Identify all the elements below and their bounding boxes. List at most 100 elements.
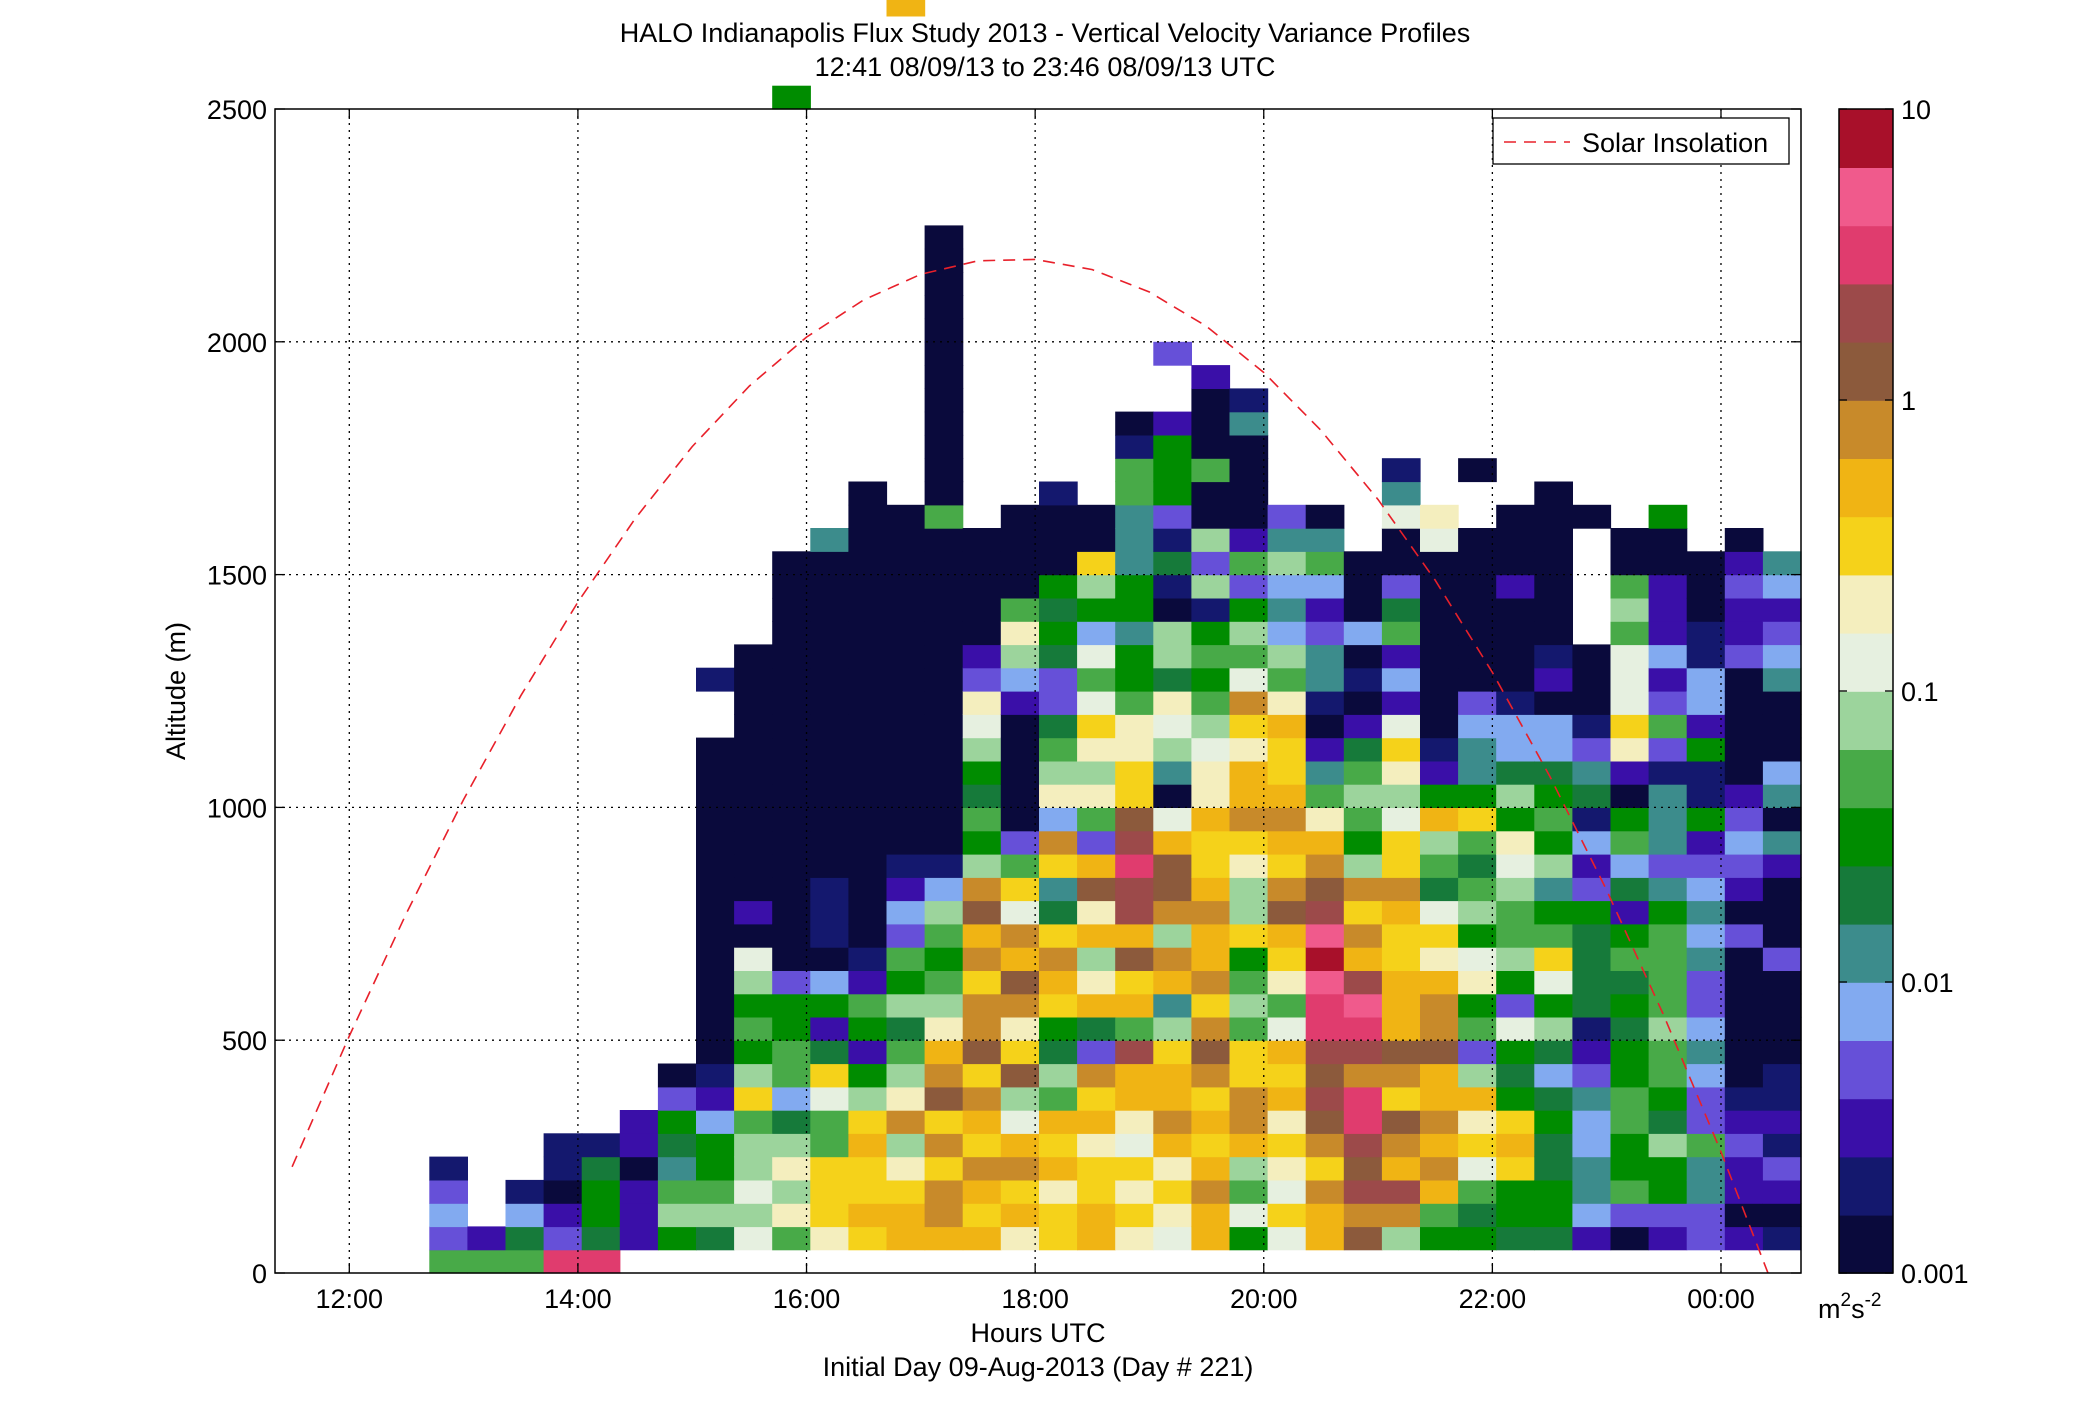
heatmap-cell (1077, 1226, 1116, 1251)
heatmap-cell (924, 621, 964, 646)
heatmap-cell (1381, 1203, 1421, 1228)
heatmap-cell (1077, 1179, 1116, 1204)
y-tick-label: 1000 (207, 793, 267, 823)
heatmap-cell (1381, 1179, 1421, 1204)
y-tick-label: 2500 (207, 95, 267, 125)
heatmap-cell (1153, 1203, 1192, 1228)
heatmap-cell (1191, 737, 1231, 762)
heatmap-cell (1039, 1226, 1078, 1251)
heatmap-cell (1724, 830, 1764, 855)
heatmap-cell (1686, 644, 1726, 669)
heatmap-cell (1458, 784, 1497, 808)
heatmap-cell (1229, 667, 1269, 692)
heatmap-cell (1115, 551, 1154, 576)
colorbar-band (1839, 283, 1893, 343)
heatmap-cell (1267, 621, 1307, 646)
heatmap-cell (429, 1226, 468, 1251)
heatmap-cell (772, 947, 811, 971)
heatmap-cell (1686, 993, 1726, 1018)
heatmap-cell (772, 1179, 811, 1204)
heatmap-cell (1724, 528, 1764, 552)
heatmap-cell (810, 1226, 849, 1251)
heatmap-cell (1610, 691, 1650, 715)
grid-lines (275, 109, 1801, 1273)
heatmap-cell (810, 1110, 849, 1134)
heatmap-cell (1381, 947, 1421, 971)
heatmap-cell (1648, 528, 1688, 552)
heatmap-cell (1115, 830, 1154, 855)
heatmap-cell (1153, 1156, 1192, 1181)
heatmap-cell (1039, 1156, 1078, 1181)
heatmap-cell (1267, 900, 1307, 925)
heatmap-cell (1686, 714, 1726, 739)
heatmap-cell (1686, 1179, 1726, 1204)
heatmap-cell (1267, 784, 1307, 808)
heatmap-cell (1610, 1133, 1650, 1158)
heatmap-cell (1420, 1133, 1459, 1158)
colorbar-band (1839, 516, 1893, 576)
heatmap-cell (1115, 923, 1154, 948)
heatmap-cell (886, 784, 926, 808)
heatmap-cell (1077, 784, 1116, 808)
heatmap-cell (1077, 1203, 1116, 1228)
heatmap-cell (1610, 1203, 1650, 1228)
legend: Solar Insolation (1492, 117, 1790, 165)
heatmap-cell (924, 854, 964, 878)
heatmap-cell (734, 1110, 773, 1134)
heatmap-cell (1343, 760, 1383, 785)
heatmap-cell (696, 1133, 735, 1158)
heatmap-cell (1381, 528, 1421, 552)
heatmap-cell (848, 737, 888, 762)
heatmap-cell (696, 1016, 735, 1041)
heatmap-cell (696, 1063, 735, 1088)
heatmap-cell (1610, 830, 1650, 855)
heatmap-cell (1381, 923, 1421, 948)
heatmap-cell (1648, 854, 1688, 878)
heatmap-cell (1039, 1040, 1078, 1065)
heatmap-cell (1077, 737, 1116, 762)
heatmap-cell (1458, 830, 1497, 855)
heatmap-cell (734, 923, 773, 948)
heatmap-cell (1039, 574, 1078, 599)
heatmap-cell (1305, 504, 1345, 529)
heatmap-cell (1496, 1063, 1535, 1088)
heatmap-cell (1077, 760, 1116, 785)
heatmap-cell (1267, 1040, 1307, 1065)
heatmap-cell (1648, 1226, 1688, 1251)
heatmap-cell (1420, 1156, 1459, 1181)
heatmap-cell (1762, 830, 1802, 855)
heatmap-cell (1458, 528, 1497, 552)
heatmap-cell (1762, 597, 1802, 622)
heatmap-cell (1420, 1110, 1459, 1134)
heatmap-cell (1610, 714, 1650, 739)
heatmap-cell (1496, 760, 1535, 785)
heatmap-cell (1077, 1063, 1116, 1088)
heatmap-cell (1534, 621, 1573, 646)
heatmap-cell (1000, 1203, 1040, 1228)
heatmap-cell (1343, 830, 1383, 855)
heatmap-cell (1000, 923, 1040, 948)
heatmap-cell (696, 784, 735, 808)
heatmap-cell (1724, 1203, 1764, 1228)
heatmap-cell (1115, 458, 1154, 483)
heatmap-cell (1039, 621, 1078, 646)
heatmap-cell (734, 714, 773, 739)
heatmap-cell (924, 923, 964, 948)
heatmap-cell (1724, 1133, 1764, 1158)
colorbar-band (1839, 1156, 1893, 1216)
heatmap-cell (1000, 574, 1040, 599)
heatmap-cell (1000, 667, 1040, 692)
heatmap-cell (1267, 1133, 1307, 1158)
heatmap-cell (1762, 877, 1802, 902)
heatmap-cell (1686, 667, 1726, 692)
colorbar-band (1839, 574, 1893, 634)
heatmap-cell (1420, 970, 1459, 995)
heatmap-cell (1229, 807, 1269, 832)
heatmap-cell (1191, 528, 1231, 552)
heatmap-cell (657, 1179, 697, 1204)
heatmap-cell (1534, 1086, 1573, 1111)
heatmap-cell (772, 1016, 811, 1041)
heatmap-cell (1686, 1110, 1726, 1134)
heatmap-cell (962, 1156, 1002, 1181)
